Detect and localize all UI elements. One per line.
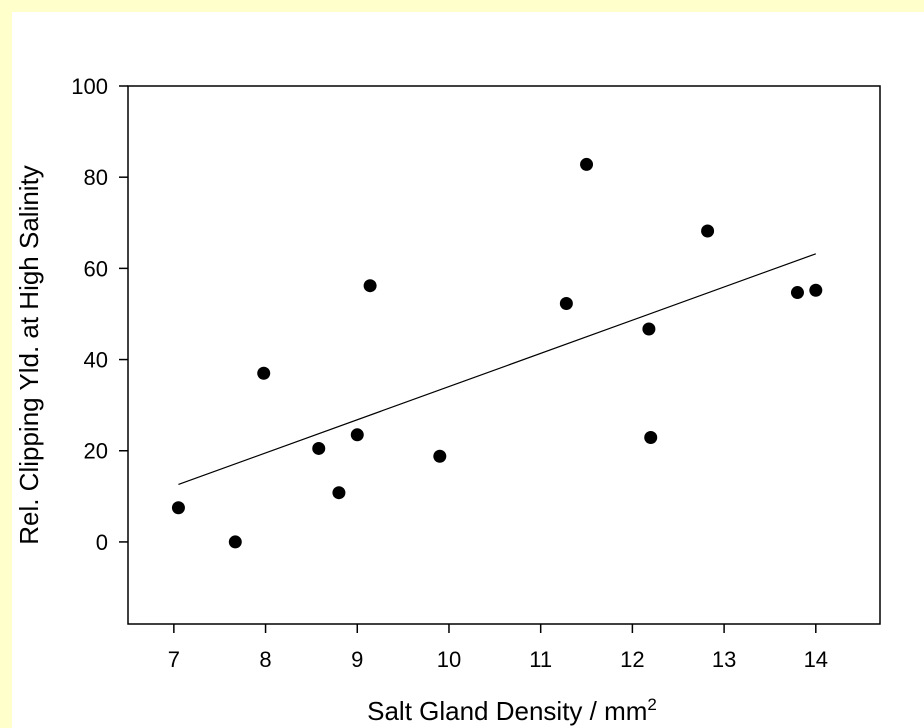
data-point (350, 428, 364, 442)
data-point (312, 441, 326, 455)
data-points (171, 157, 823, 549)
x-tick-label: 8 (259, 647, 271, 672)
y-axis-title: Rel. Clipping Yld. at High Salinity (14, 165, 44, 545)
x-tick-label: 11 (529, 647, 552, 672)
chart-frame: 7 8 9 10 11 12 13 14 0 20 40 60 80 100 Rel. Clipping… (12, 12, 924, 728)
y-tick-label: 100 (71, 74, 108, 99)
y-tick-label: 20 (84, 439, 108, 464)
x-tick-label: 7 (168, 647, 180, 672)
x-tick-label: 12 (620, 647, 644, 672)
data-point (363, 279, 377, 293)
data-point (644, 431, 658, 445)
y-tick-label: 0 (96, 530, 108, 555)
y-tick-label: 40 (84, 348, 108, 373)
y-tick-label: 80 (84, 165, 108, 190)
x-tick-label: 14 (804, 647, 828, 672)
plot-area (127, 85, 881, 625)
data-point (257, 366, 271, 380)
data-point (171, 501, 185, 515)
data-point (580, 157, 594, 171)
x-tick-label: 13 (712, 647, 736, 672)
data-point (701, 224, 715, 238)
x-tick-label: 9 (351, 647, 363, 672)
data-point (642, 322, 656, 336)
x-axis-title-superscript: 2 (647, 695, 656, 714)
x-axis-title-text: Salt Gland Density / mm (367, 696, 647, 726)
data-point (809, 283, 823, 297)
data-point (559, 296, 573, 310)
data-point (790, 286, 804, 300)
y-tick-label: 60 (84, 256, 108, 281)
data-point (228, 535, 242, 549)
x-axis-title: Salt Gland Density / mm2 (367, 695, 657, 726)
regression-line (178, 253, 817, 486)
scatter-chart: 7 8 9 10 11 12 13 14 0 20 40 60 80 100 Rel. Clipping… (14, 74, 881, 726)
y-axis: 0 20 40 60 80 100 (71, 74, 128, 555)
data-point (332, 486, 346, 500)
x-axis: 7 8 9 10 11 12 13 14 (168, 624, 828, 672)
data-point (433, 449, 447, 463)
x-tick-label: 10 (437, 647, 461, 672)
